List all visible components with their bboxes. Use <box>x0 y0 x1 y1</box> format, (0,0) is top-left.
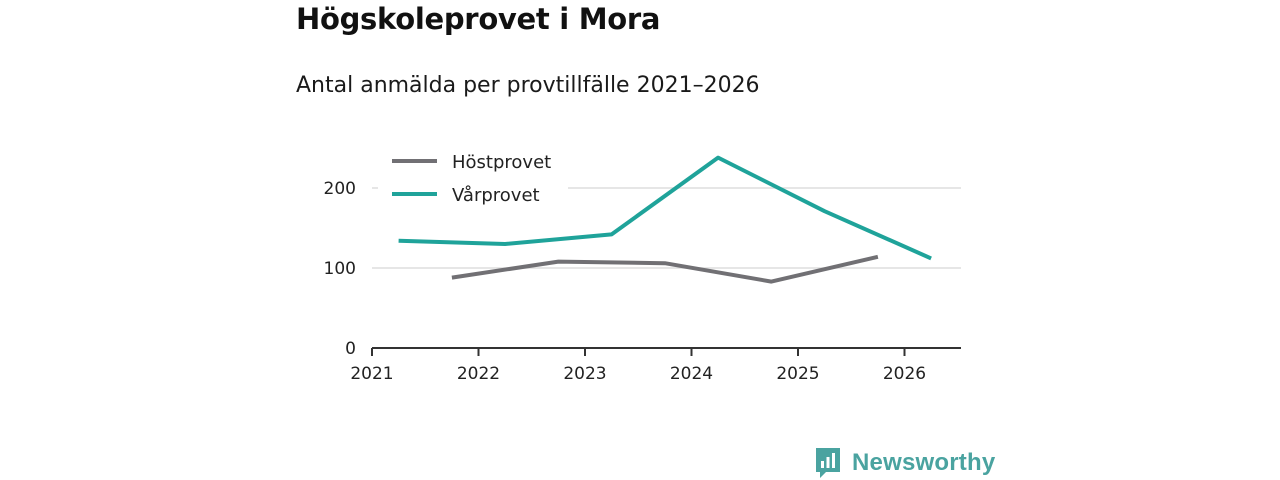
chart-title: Högskoleprovet i Mora <box>296 2 661 36</box>
series-line-varprovet <box>398 155 932 261</box>
legend: Höstprovet Vårprovet <box>378 142 568 212</box>
newsworthy-brand: Newsworthy <box>814 446 995 480</box>
data-point <box>503 242 507 246</box>
data-point <box>610 232 614 236</box>
y-tick-label: 0 <box>345 339 356 359</box>
x-tick-label: 2024 <box>670 364 713 384</box>
y-tick-label: 200 <box>324 179 356 199</box>
legend-label: Höstprovet <box>452 152 551 173</box>
chart-subtitle: Antal anmälda per provtillfälle 2021–202… <box>296 73 760 98</box>
data-point <box>663 261 667 265</box>
x-tick-label: 2021 <box>350 364 393 384</box>
legend-background <box>378 142 568 212</box>
data-point <box>450 276 454 280</box>
x-tick-label: 2026 <box>883 364 926 384</box>
axes: 0 100 200 2021 2022 2023 2024 2025 2026 <box>324 179 961 384</box>
data-point <box>556 260 560 264</box>
data-point <box>876 255 880 259</box>
data-point <box>397 239 401 243</box>
data-point <box>769 280 773 284</box>
legend-label: Vårprovet <box>452 185 540 206</box>
data-point <box>716 156 720 160</box>
newsworthy-logo-icon <box>816 448 840 478</box>
x-tick-label: 2025 <box>776 364 819 384</box>
y-tick-label: 100 <box>324 259 356 279</box>
brand-name: Newsworthy <box>852 449 996 476</box>
data-point <box>929 256 933 260</box>
series-lines <box>397 155 933 284</box>
data-point <box>823 209 827 213</box>
x-tick-label: 2023 <box>563 364 606 384</box>
series-line-hostprovet <box>451 254 879 284</box>
x-tick-label: 2022 <box>457 364 500 384</box>
